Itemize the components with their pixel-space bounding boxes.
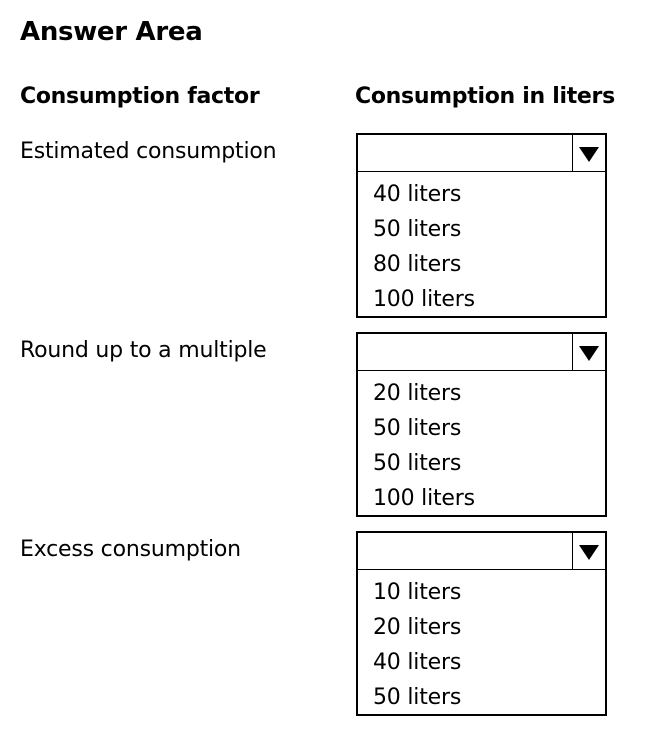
dropdown-options: 10 liters 20 liters 40 liters 50 liters	[373, 575, 461, 715]
dropdown-select-box[interactable]	[358, 334, 605, 371]
dropdown-option[interactable]: 20 liters	[373, 615, 462, 640]
triangle-down-icon	[579, 545, 599, 560]
dropdown-options: 20 liters 50 liters 50 liters 100 liters	[373, 376, 475, 516]
dropdown-option[interactable]: 80 liters	[373, 252, 462, 277]
row-label-excess-consumption: Excess consumption	[20, 537, 241, 562]
dropdown-estimated-consumption[interactable]: 40 liters 50 liters 80 liters 100 liters	[356, 133, 607, 318]
header-consumption-liters: Consumption in liters	[355, 84, 615, 109]
triangle-down-icon	[579, 147, 599, 162]
dropdown-option[interactable]: 10 liters	[373, 580, 462, 605]
dropdown-arrow-button[interactable]	[572, 533, 605, 569]
answer-area-title: Answer Area	[20, 17, 203, 47]
dropdown-select-box[interactable]	[358, 533, 605, 570]
dropdown-option[interactable]: 50 liters	[373, 416, 462, 441]
dropdown-option[interactable]: 100 liters	[373, 287, 475, 312]
dropdown-round-up[interactable]: 20 liters 50 liters 50 liters 100 liters	[356, 332, 607, 517]
dropdown-option[interactable]: 20 liters	[373, 381, 462, 406]
dropdown-option[interactable]: 50 liters	[373, 685, 462, 710]
dropdown-select-box[interactable]	[358, 135, 605, 172]
triangle-down-icon	[579, 346, 599, 361]
header-consumption-factor: Consumption factor	[20, 84, 260, 109]
dropdown-option[interactable]: 40 liters	[373, 650, 462, 675]
row-label-estimated-consumption: Estimated consumption	[20, 139, 277, 164]
dropdown-arrow-button[interactable]	[572, 334, 605, 370]
dropdown-option[interactable]: 50 liters	[373, 217, 462, 242]
dropdown-arrow-button[interactable]	[572, 135, 605, 171]
dropdown-option[interactable]: 100 liters	[373, 486, 475, 511]
row-label-round-up: Round up to a multiple	[20, 338, 267, 363]
dropdown-options: 40 liters 50 liters 80 liters 100 liters	[373, 177, 475, 317]
dropdown-option[interactable]: 40 liters	[373, 182, 462, 207]
dropdown-option[interactable]: 50 liters	[373, 451, 462, 476]
dropdown-excess-consumption[interactable]: 10 liters 20 liters 40 liters 50 liters	[356, 531, 607, 716]
